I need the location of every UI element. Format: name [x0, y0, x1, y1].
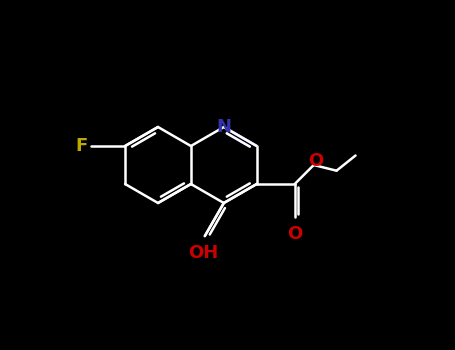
Text: OH: OH [188, 244, 218, 262]
Text: N: N [216, 118, 231, 136]
Text: O: O [308, 152, 324, 170]
Text: F: F [76, 137, 88, 155]
Text: O: O [287, 225, 303, 243]
